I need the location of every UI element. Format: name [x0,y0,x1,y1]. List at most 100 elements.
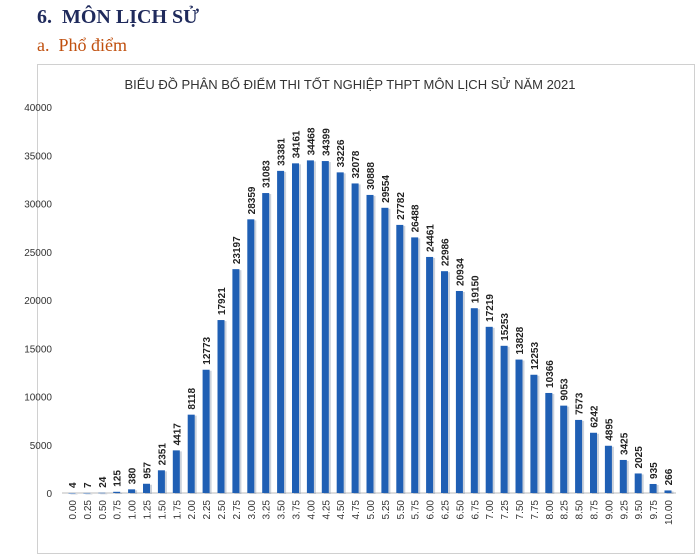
data-label: 34468 [306,127,317,155]
bar [575,419,583,493]
bar [292,163,299,493]
bar [441,271,448,493]
bar [68,492,76,494]
x-tick-label: 3.50 [277,500,288,520]
bar [277,170,285,493]
x-tick-label: 4.00 [306,500,317,520]
y-tick-label: 25000 [24,248,52,259]
x-tick-label: 6.50 [455,500,466,520]
x-tick-label: 9.00 [604,500,615,520]
score-distribution-chart: BIỂU ĐỒ PHÂN BỐ ĐIỂM THI TỐT NGHIỆP THPT… [24,77,676,525]
bar [590,432,597,493]
data-label: 33381 [277,138,288,166]
y-tick-label: 20000 [24,296,52,307]
x-tick-label: 0.50 [98,500,109,520]
bar-shadow [85,493,93,495]
data-label: 15253 [500,313,511,341]
x-tick-label: 2.75 [232,500,243,520]
data-label: 12253 [530,342,541,370]
x-tick-label: 3.25 [262,500,273,520]
bar [381,207,389,493]
y-tick-label: 15000 [24,344,52,355]
x-tick-label: 8.75 [590,500,601,520]
x-tick-label: 8.50 [575,500,586,520]
x-tick-label: 6.25 [441,500,452,520]
x-tick-label: 3.00 [247,500,258,520]
bar [217,320,225,493]
x-tick-label: 5.00 [366,500,377,520]
data-label: 24 [98,476,109,488]
data-label: 8118 [187,388,198,410]
chart-title: BIỂU ĐỒ PHÂN BỐ ĐIỂM THI TỐT NGHIỆP THPT… [124,77,575,92]
data-label: 2025 [634,446,645,469]
bar [604,445,612,493]
x-tick-label: 6.00 [426,500,437,520]
bar [545,392,553,493]
data-label: 9053 [560,378,571,401]
x-tick-label: 2.00 [187,500,198,520]
section-heading: 6. MÔN LỊCH SỬ [37,6,199,29]
x-tick-label: 8.25 [560,500,571,520]
x-tick-label: 7.75 [530,500,541,520]
bar [143,483,150,493]
section-number: 6. [37,6,52,28]
data-label: 7573 [575,392,586,415]
x-tick-label: 4.25 [321,500,332,520]
bar [113,491,121,493]
bar [83,492,91,494]
bar [515,359,523,493]
y-tick-label: 40000 [24,103,52,114]
data-label: 33226 [336,139,347,167]
data-label: 17219 [485,294,496,322]
data-label: 27782 [396,192,407,220]
x-tick-label: 2.25 [202,500,213,520]
bar-shadow [115,492,123,494]
bar [500,345,508,493]
data-label: 12773 [202,336,213,364]
bar [232,269,240,493]
x-tick-label: 1.75 [172,500,183,520]
x-tick-label: 9.50 [634,500,645,520]
data-label: 4417 [172,423,183,446]
x-tick-label: 6.75 [470,500,481,520]
data-label: 29554 [381,175,392,203]
data-label: 32078 [351,150,362,178]
data-label: 23197 [232,236,243,264]
subsection-heading: a. Phổ điểm [37,35,127,56]
data-label: 34399 [321,128,332,156]
x-tick-label: 0.75 [113,500,124,520]
x-tick-label: 2.50 [217,500,228,520]
data-label: 30888 [366,162,377,190]
bar [157,470,165,493]
data-label: 2351 [157,443,168,466]
data-label: 28359 [247,186,258,214]
y-tick-label: 30000 [24,200,52,211]
x-tick-label: 1.00 [128,500,139,520]
bar [396,224,404,494]
x-tick-label: 10.00 [664,500,675,525]
bar [187,414,195,493]
bar [172,450,180,493]
data-label: 380 [128,467,139,484]
x-tick-label: 1.50 [157,500,168,520]
data-label: 20934 [455,258,466,286]
data-label: 4 [68,482,79,488]
bar [619,459,627,493]
data-label: 13828 [515,326,526,354]
bar [411,237,419,493]
y-tick-label: 35000 [24,151,52,162]
section-title: MÔN LỊCH SỬ [62,6,200,28]
bar-shadow [70,493,78,495]
x-tick-label: 5.75 [411,500,422,520]
bar [426,256,434,493]
x-tick-label: 0.00 [68,500,79,520]
bar [336,172,344,494]
data-label: 24461 [426,224,437,252]
bar [649,483,657,493]
bar [560,405,568,493]
y-tick-label: 5000 [30,441,53,452]
x-tick-label: 4.50 [336,500,347,520]
bar [321,161,329,493]
bar [202,369,210,493]
bar [306,160,314,494]
